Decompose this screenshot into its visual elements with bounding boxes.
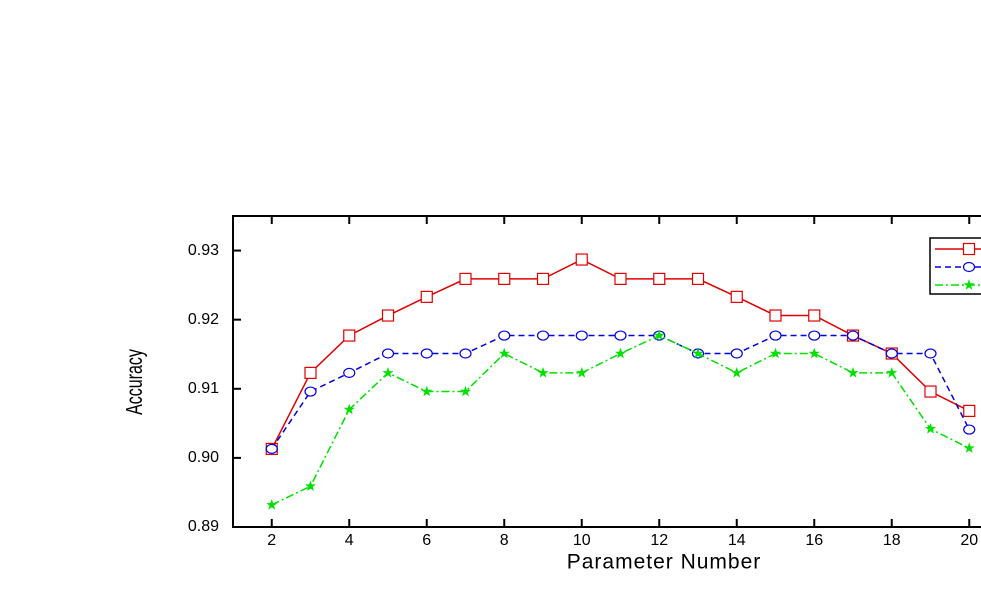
y-tick-label: 0.93 — [188, 242, 219, 259]
marker-circle — [265, 443, 278, 455]
x-tick-label: 16 — [805, 532, 823, 549]
marker-circle — [885, 348, 898, 359]
y-tick-label: 0.89 — [188, 518, 219, 535]
marker-star — [653, 329, 665, 341]
marker-star — [382, 367, 394, 378]
x-tick-label: 14 — [728, 532, 746, 549]
marker-star — [343, 403, 355, 415]
marker-star — [459, 385, 472, 397]
marker-star — [847, 367, 859, 378]
y-axis-label: Accuracy — [122, 349, 148, 415]
marker-square — [730, 290, 743, 303]
marker-square — [536, 272, 550, 285]
marker-circle — [730, 348, 743, 359]
x-tick-label: 8 — [500, 532, 509, 549]
marker-square — [769, 309, 782, 322]
marker-star — [924, 423, 937, 434]
x-tick-label: 10 — [573, 532, 591, 549]
marker-square — [962, 242, 976, 256]
x-tick-label: 12 — [650, 532, 668, 549]
marker-star — [537, 367, 549, 378]
marker-star — [886, 367, 898, 378]
marker-circle — [536, 330, 550, 341]
marker-square — [343, 329, 356, 342]
marker-star — [266, 499, 278, 510]
marker-square — [575, 253, 588, 266]
marker-star — [808, 347, 820, 359]
marker-circle — [459, 348, 472, 359]
marker-circle — [769, 330, 782, 341]
marker-circle — [808, 330, 821, 341]
marker-star — [963, 279, 975, 290]
marker-square — [304, 366, 317, 379]
marker-star — [731, 367, 743, 378]
marker-circle — [924, 348, 937, 359]
marker-square — [498, 272, 511, 285]
marker-star — [421, 385, 433, 397]
marker-star — [769, 347, 782, 359]
y-tick-label: 0.90 — [188, 449, 219, 466]
x-tick-label: 4 — [345, 532, 354, 549]
marker-circle — [963, 424, 976, 435]
marker-circle — [498, 330, 511, 341]
plot-frame — [232, 215, 981, 528]
x-tick-label: 2 — [267, 532, 276, 549]
x-axis-label: Parameter Number — [567, 551, 762, 574]
series-line — [271, 334, 970, 506]
marker-circle — [575, 330, 588, 341]
marker-star — [304, 480, 317, 491]
marker-circle — [420, 348, 433, 359]
marker-square — [614, 272, 627, 285]
marker-circle — [962, 261, 976, 273]
marker-square — [808, 309, 821, 322]
x-tick-label: 20 — [960, 532, 978, 549]
marker-circle — [846, 330, 860, 341]
x-tick-label: 18 — [883, 532, 901, 549]
x-tick-label: 6 — [422, 532, 431, 549]
marker-square — [459, 272, 472, 285]
marker-star — [692, 347, 704, 359]
marker-star — [614, 347, 627, 359]
y-tick-label: 0.91 — [188, 380, 219, 397]
marker-circle — [614, 330, 627, 341]
legend — [929, 237, 981, 295]
marker-star — [498, 347, 510, 359]
marker-star — [576, 367, 588, 378]
marker-square — [381, 309, 395, 322]
marker-square — [691, 272, 705, 285]
marker-square — [420, 290, 433, 303]
marker-circle — [381, 348, 395, 359]
marker-square — [924, 385, 937, 398]
marker-circle — [304, 386, 317, 397]
marker-circle — [343, 367, 356, 378]
y-tick-label: 0.92 — [188, 311, 219, 328]
marker-star — [963, 442, 975, 453]
marker-square — [653, 272, 666, 285]
marker-square — [963, 404, 976, 417]
